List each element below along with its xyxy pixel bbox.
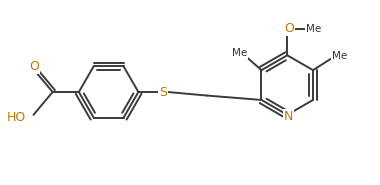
Text: N: N [283,110,293,123]
Text: S: S [159,85,167,98]
Text: Me: Me [332,51,347,61]
Text: Me: Me [306,24,321,34]
Text: O: O [30,60,40,73]
Text: O: O [284,22,294,35]
Text: HO: HO [6,111,25,124]
Text: Me: Me [231,48,247,58]
